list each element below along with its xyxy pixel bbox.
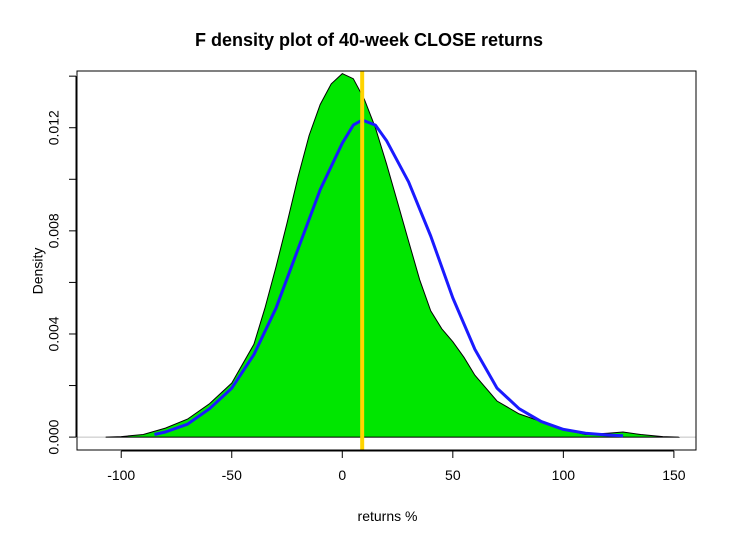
normal-curve-line [154,118,624,438]
x-tick-label: 150 [662,467,686,483]
x-tick-label: -100 [107,467,135,483]
density-area [105,73,681,438]
y-tick-label: 0.012 [46,110,62,145]
y-tick-label: 0.004 [46,316,62,351]
x-tick-label: 0 [338,467,346,483]
plot-box [76,70,697,451]
x-tick-label: -50 [222,467,242,483]
x-tick-label: 50 [445,467,461,483]
x-axis-label: returns % [357,508,418,524]
y-axis-label: Density [29,247,46,295]
chart-title: F density plot of 40-week CLOSE returns [194,30,544,50]
y-tick-label: 0.000 [46,419,62,454]
y-tick-label: 0.008 [46,213,62,248]
x-tick-label: 100 [552,467,576,483]
